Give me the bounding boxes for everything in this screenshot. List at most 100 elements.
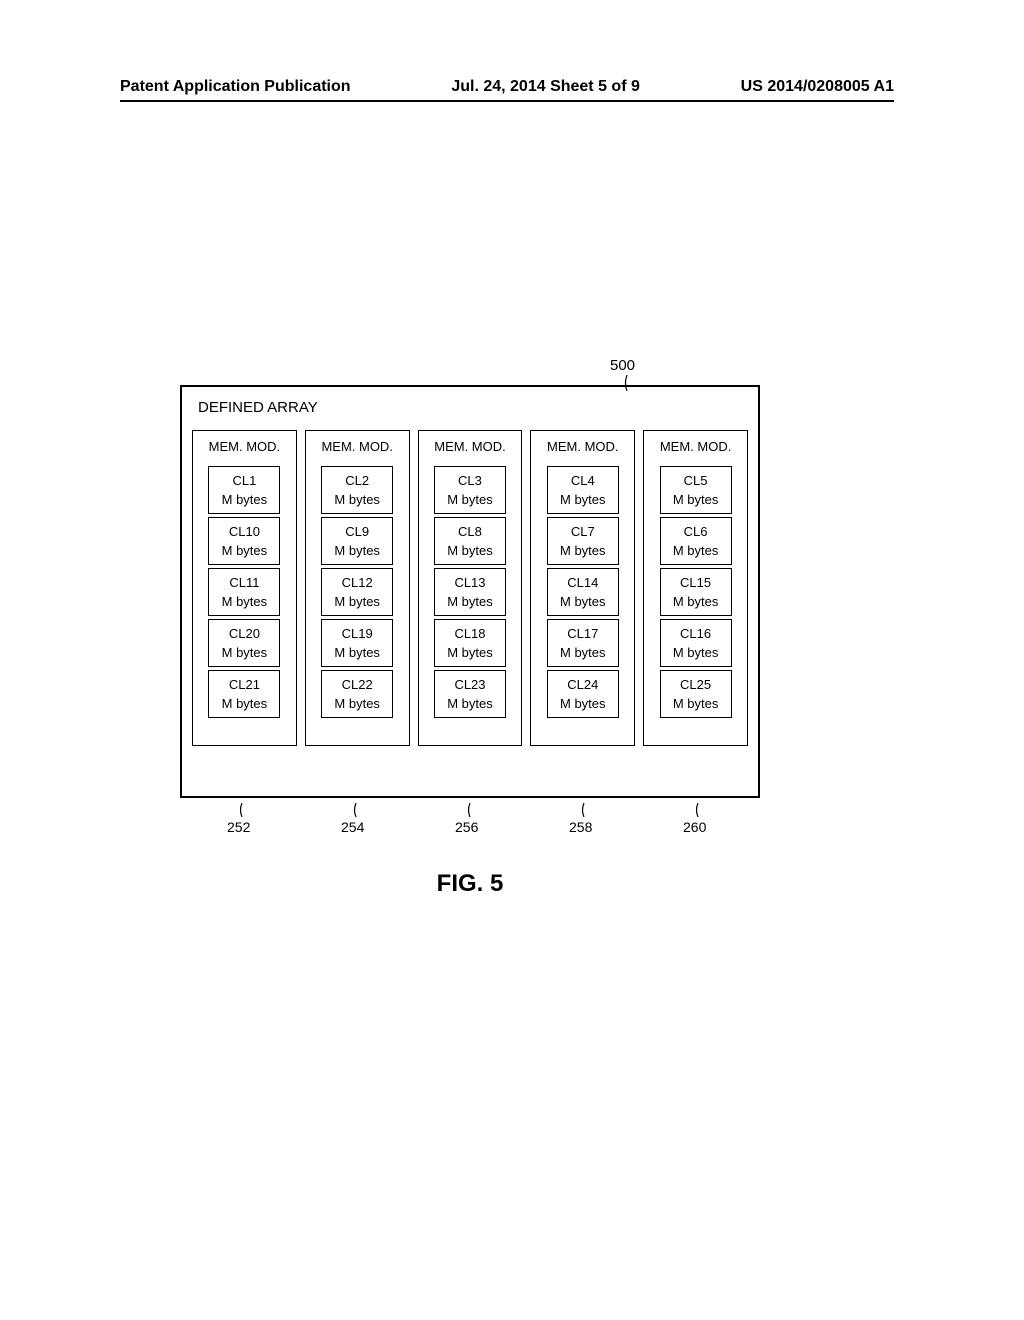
bytes-label: M bytes <box>447 643 493 663</box>
bytes-label: M bytes <box>560 541 606 561</box>
cache-line-cell: CL15M bytes <box>660 568 732 616</box>
cache-line-cell: CL11M bytes <box>208 568 280 616</box>
figure-5: 500 DEFINED ARRAY MEM. MOD.CL1M bytesCL1… <box>180 385 760 798</box>
memory-module-title: MEM. MOD. <box>434 439 506 454</box>
bytes-label: M bytes <box>447 541 493 561</box>
bytes-label: M bytes <box>673 592 719 612</box>
bytes-label: M bytes <box>222 541 268 561</box>
cache-line-cell: CL13M bytes <box>434 568 506 616</box>
module-ref-number: 254 <box>341 819 364 835</box>
header-left: Patent Application Publication <box>120 78 351 96</box>
cl-label: CL13 <box>454 573 485 593</box>
cl-label: CL18 <box>454 624 485 644</box>
cache-line-cell: CL12M bytes <box>321 568 393 616</box>
cl-label: CL25 <box>680 675 711 695</box>
cl-label: CL3 <box>458 471 482 491</box>
module-ref-number: 256 <box>455 819 478 835</box>
bytes-label: M bytes <box>447 592 493 612</box>
cache-line-cell: CL25M bytes <box>660 670 732 718</box>
cl-label: CL16 <box>680 624 711 644</box>
cache-line-cell: CL7M bytes <box>547 517 619 565</box>
ref-tick-icon <box>465 803 475 817</box>
bytes-label: M bytes <box>560 592 606 612</box>
bytes-label: M bytes <box>447 694 493 714</box>
bytes-label: M bytes <box>222 694 268 714</box>
bytes-label: M bytes <box>222 643 268 663</box>
bytes-label: M bytes <box>447 490 493 510</box>
cache-line-cell: CL4M bytes <box>547 466 619 514</box>
bytes-label: M bytes <box>334 490 380 510</box>
ref-number-500: 500 <box>610 357 635 374</box>
cl-label: CL1 <box>232 471 256 491</box>
figure-caption: FIG. 5 <box>180 870 760 898</box>
cl-label: CL19 <box>342 624 373 644</box>
cl-label: CL11 <box>229 573 259 593</box>
page-header: Patent Application Publication Jul. 24, … <box>120 78 894 96</box>
memory-module-title: MEM. MOD. <box>321 439 393 454</box>
header-right: US 2014/0208005 A1 <box>741 78 894 96</box>
cache-line-cell: CL19M bytes <box>321 619 393 667</box>
bytes-label: M bytes <box>334 694 380 714</box>
bytes-label: M bytes <box>673 694 719 714</box>
ref-tick-icon <box>351 803 361 817</box>
cache-line-cell: CL18M bytes <box>434 619 506 667</box>
cl-label: CL15 <box>680 573 711 593</box>
memory-module: MEM. MOD.CL4M bytesCL7M bytesCL14M bytes… <box>530 430 635 746</box>
cache-line-cell: CL23M bytes <box>434 670 506 718</box>
bytes-label: M bytes <box>222 592 268 612</box>
bytes-label: M bytes <box>673 643 719 663</box>
array-title: DEFINED ARRAY <box>198 399 748 416</box>
header-underline <box>120 100 894 102</box>
cl-label: CL4 <box>571 471 595 491</box>
memory-module-title: MEM. MOD. <box>209 439 281 454</box>
cache-line-cell: CL14M bytes <box>547 568 619 616</box>
bytes-label: M bytes <box>334 541 380 561</box>
cl-label: CL10 <box>229 522 260 542</box>
cl-label: CL17 <box>567 624 598 644</box>
bytes-label: M bytes <box>560 643 606 663</box>
cl-label: CL6 <box>684 522 708 542</box>
cl-label: CL9 <box>345 522 369 542</box>
cache-line-cell: CL24M bytes <box>547 670 619 718</box>
cl-label: CL8 <box>458 522 482 542</box>
bytes-label: M bytes <box>334 592 380 612</box>
module-ref-number: 252 <box>227 819 250 835</box>
cache-line-cell: CL9M bytes <box>321 517 393 565</box>
bytes-label: M bytes <box>673 541 719 561</box>
cache-line-cell: CL5M bytes <box>660 466 732 514</box>
header-center: Jul. 24, 2014 Sheet 5 of 9 <box>451 78 640 96</box>
bytes-label: M bytes <box>334 643 380 663</box>
cl-label: CL12 <box>342 573 373 593</box>
cache-line-cell: CL3M bytes <box>434 466 506 514</box>
cl-label: CL21 <box>229 675 260 695</box>
ref-tick-icon <box>693 803 703 817</box>
bytes-label: M bytes <box>222 490 268 510</box>
cl-label: CL2 <box>345 471 369 491</box>
cl-label: CL7 <box>571 522 595 542</box>
bytes-label: M bytes <box>673 490 719 510</box>
memory-module: MEM. MOD.CL2M bytesCL9M bytesCL12M bytes… <box>305 430 410 746</box>
cache-line-cell: CL8M bytes <box>434 517 506 565</box>
cache-line-cell: CL2M bytes <box>321 466 393 514</box>
ref-tick-icon <box>237 803 247 817</box>
cl-label: CL5 <box>684 471 708 491</box>
defined-array-box: DEFINED ARRAY MEM. MOD.CL1M bytesCL10M b… <box>180 385 760 798</box>
memory-module: MEM. MOD.CL1M bytesCL10M bytesCL11M byte… <box>192 430 297 746</box>
memory-module-title: MEM. MOD. <box>660 439 732 454</box>
module-ref-number: 260 <box>683 819 706 835</box>
cache-line-cell: CL16M bytes <box>660 619 732 667</box>
memory-module: MEM. MOD.CL3M bytesCL8M bytesCL13M bytes… <box>418 430 523 746</box>
cl-label: CL22 <box>342 675 373 695</box>
cache-line-cell: CL6M bytes <box>660 517 732 565</box>
bytes-label: M bytes <box>560 490 606 510</box>
cache-line-cell: CL17M bytes <box>547 619 619 667</box>
cl-label: CL20 <box>229 624 260 644</box>
memory-module: MEM. MOD.CL5M bytesCL6M bytesCL15M bytes… <box>643 430 748 746</box>
modules-row: MEM. MOD.CL1M bytesCL10M bytesCL11M byte… <box>192 430 748 746</box>
memory-module-title: MEM. MOD. <box>547 439 619 454</box>
cache-line-cell: CL10M bytes <box>208 517 280 565</box>
cl-label: CL23 <box>454 675 485 695</box>
cl-label: CL24 <box>567 675 598 695</box>
cache-line-cell: CL21M bytes <box>208 670 280 718</box>
cl-label: CL14 <box>567 573 598 593</box>
